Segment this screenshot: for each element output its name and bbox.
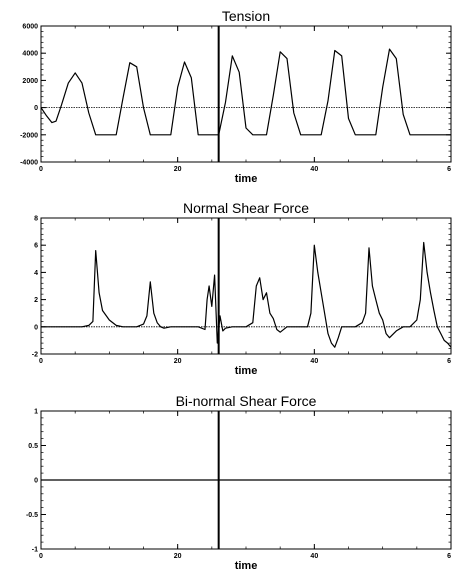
chart-title: Normal Shear Force [183, 200, 309, 216]
y-tick-label: -0.5 [26, 512, 38, 519]
x-tick-label: 40 [310, 358, 318, 365]
y-tick-label: 2 [34, 297, 38, 304]
x-tick-label: 6 [447, 553, 451, 560]
y-tick-label: 2000 [22, 78, 38, 85]
x-tick-label: 20 [174, 166, 182, 173]
x-axis-label: time [235, 560, 258, 572]
chart-title: Tension [222, 8, 270, 24]
x-axis-label: time [235, 365, 258, 377]
plot-frame [40, 25, 452, 163]
y-tick-label: -2 [32, 352, 38, 359]
y-tick-label: 0 [34, 478, 38, 485]
x-tick-label: 0 [39, 166, 43, 173]
x-tick-label: 20 [174, 553, 182, 560]
y-tick-label: -1 [32, 547, 38, 554]
x-tick-label: 40 [310, 166, 318, 173]
series-line [41, 241, 452, 348]
y-tick-label: 0 [34, 105, 38, 112]
y-tick-label: 1 [34, 409, 38, 416]
x-tick-label: 6 [447, 166, 451, 173]
series-line [40, 48, 451, 136]
y-tick-label: 0.5 [28, 443, 38, 450]
y-tick-label: 8 [34, 216, 38, 223]
x-tick-label: 20 [174, 358, 182, 365]
chart-title: Bi-normal Shear Force [176, 393, 317, 409]
y-tick-label: 4 [34, 270, 38, 277]
y-tick-label: 6000 [22, 24, 38, 31]
x-tick-label: 0 [39, 553, 43, 560]
y-tick-label: 0 [34, 324, 38, 331]
x-tick-label: 6 [447, 358, 451, 365]
y-tick-label: -4000 [20, 160, 38, 167]
x-axis-label: time [235, 173, 258, 185]
plot-frame [40, 217, 452, 355]
y-tick-label: -2000 [20, 132, 38, 139]
x-tick-label: 0 [39, 358, 43, 365]
y-tick-label: 6 [34, 243, 38, 250]
x-tick-label: 40 [310, 553, 318, 560]
y-tick-label: 4000 [22, 51, 38, 58]
